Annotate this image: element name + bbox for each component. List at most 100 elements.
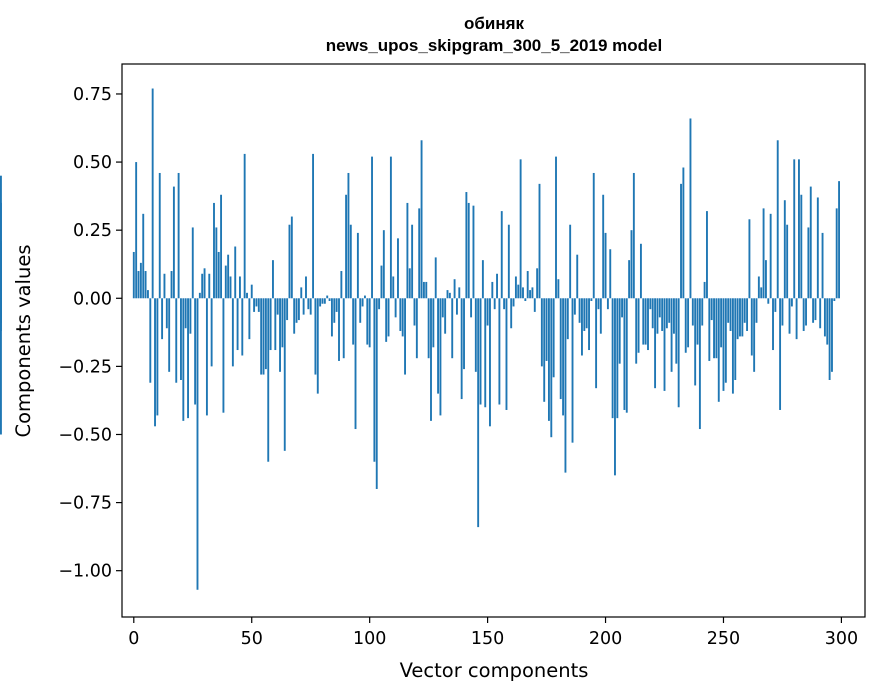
bar-259	[743, 298, 746, 323]
bar-12	[161, 298, 164, 340]
bar-85	[333, 298, 336, 323]
bar-293	[823, 298, 826, 337]
bar-87	[338, 298, 340, 361]
bar-35	[215, 227, 218, 299]
bar-275	[781, 298, 784, 326]
x-axis: 0 50 100 150 200 250 300	[128, 617, 858, 649]
bar-56	[264, 298, 267, 370]
bar-130	[439, 298, 442, 416]
bar-280	[793, 159, 796, 299]
bar-160	[510, 298, 513, 329]
bar-197	[597, 298, 600, 310]
bar-203	[611, 298, 614, 419]
bar-142	[467, 202, 470, 299]
bar-20	[180, 298, 182, 380]
bar-291	[819, 298, 822, 329]
bar-152	[491, 281, 494, 299]
bar-32	[208, 273, 211, 299]
bar-195	[592, 172, 595, 299]
bar-169	[531, 287, 534, 299]
bar-40	[227, 254, 230, 299]
bar-240	[698, 298, 701, 430]
bar-175	[545, 298, 548, 361]
bar-107	[385, 298, 388, 342]
bar-161	[512, 298, 515, 307]
bar-151	[489, 298, 491, 427]
bar-127	[432, 298, 435, 348]
bar-210	[628, 260, 631, 299]
bar-7	[149, 298, 152, 383]
bar-69	[295, 298, 298, 323]
bar-36	[217, 251, 220, 299]
bar-211	[630, 230, 633, 299]
bar-83	[328, 298, 331, 301]
bar-18	[175, 298, 178, 383]
bar-206	[618, 298, 621, 364]
bar-76	[312, 153, 314, 299]
bar-247	[715, 298, 718, 359]
bar-299	[838, 181, 840, 299]
bar-16	[170, 271, 173, 299]
bar-0	[132, 251, 135, 299]
bar-198	[599, 298, 602, 334]
bar-13	[163, 273, 166, 299]
bar-250	[722, 298, 725, 391]
bar-208	[623, 298, 626, 410]
bar-27	[196, 298, 199, 590]
bar-193	[588, 298, 590, 351]
bar-119	[413, 298, 416, 326]
bar-176	[547, 298, 550, 421]
bar-72	[302, 298, 305, 315]
bar-65	[286, 298, 289, 321]
bar-296	[831, 298, 833, 372]
bar-244	[708, 298, 711, 361]
bar-286	[807, 227, 810, 299]
bar-28	[198, 292, 201, 299]
bar-274	[779, 298, 782, 410]
x-tick-label: 200	[589, 629, 622, 649]
bar-199	[602, 194, 605, 299]
bar-134	[448, 292, 451, 299]
y-tick-label: 0.25	[73, 221, 112, 241]
bar-295	[828, 298, 831, 380]
bar-294	[826, 298, 829, 345]
bar-174	[543, 298, 546, 402]
bar-139	[460, 298, 463, 400]
bar-191	[583, 298, 586, 331]
bar-91	[347, 172, 350, 299]
bar-60	[274, 298, 277, 351]
bar-246	[713, 298, 715, 359]
bar-243	[706, 211, 708, 299]
bar-201	[606, 298, 609, 310]
bar-67	[290, 216, 293, 299]
bar-136	[453, 279, 456, 299]
chart-subtitle: news_upos_skipgram_300_5_2019 model	[326, 36, 662, 55]
bar-68	[293, 298, 296, 334]
bar-257	[739, 298, 741, 337]
bar-235	[687, 298, 690, 348]
bar-162	[514, 276, 517, 299]
y-tick-label: 0.75	[73, 85, 112, 105]
bar-238	[694, 298, 697, 386]
bar-52	[255, 298, 258, 307]
bar-92	[349, 224, 352, 299]
bar-157	[503, 298, 506, 310]
bar-57	[267, 298, 270, 462]
bar-3	[139, 262, 142, 299]
bar-251	[724, 298, 727, 383]
bar-234	[684, 298, 687, 353]
bar-165	[522, 287, 524, 299]
bar-46	[241, 298, 244, 356]
bar-106	[382, 230, 385, 299]
bar-73	[305, 276, 307, 299]
bar-207	[621, 298, 623, 318]
bar-184	[566, 298, 569, 340]
bar-21	[182, 298, 185, 421]
bar-118	[411, 224, 414, 299]
bar-272	[774, 298, 777, 312]
bar-53	[257, 298, 260, 312]
bar-282	[798, 159, 800, 299]
bar-143	[470, 298, 473, 318]
y-tick-label: −1.00	[58, 562, 112, 582]
bar-292	[821, 232, 824, 299]
